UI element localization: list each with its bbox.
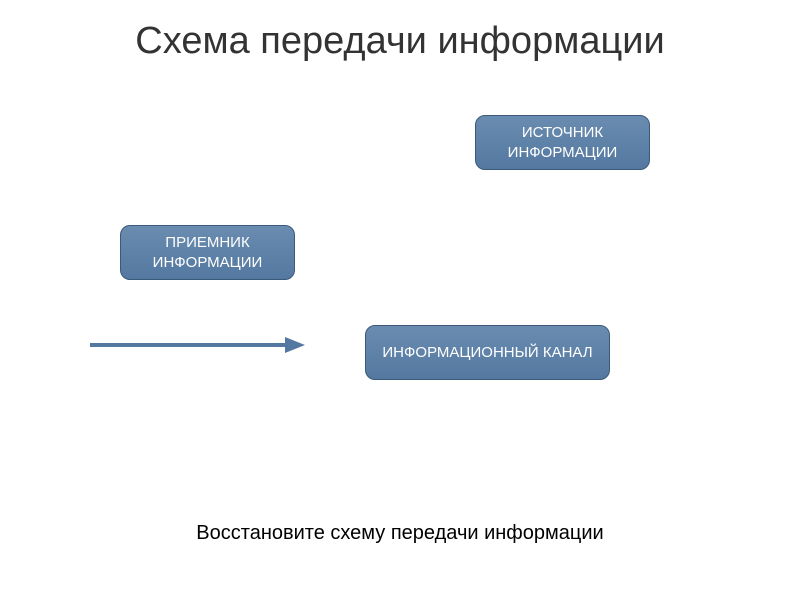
- node-receiver-label: ПРИЕМНИК ИНФОРМАЦИИ: [133, 233, 282, 272]
- node-source-label: ИСТОЧНИК ИНФОРМАЦИИ: [488, 123, 637, 162]
- node-channel: ИНФОРМАЦИОННЫЙ КАНАЛ: [365, 325, 610, 380]
- diagram-footer: Восстановите схему передачи информации: [0, 522, 800, 545]
- node-receiver: ПРИЕМНИК ИНФОРМАЦИИ: [120, 225, 295, 280]
- arrow-head-icon: [285, 337, 305, 353]
- arrow: [90, 335, 310, 355]
- node-channel-label: ИНФОРМАЦИОННЫЙ КАНАЛ: [382, 343, 592, 363]
- arrow-line: [90, 343, 290, 347]
- diagram-title: Схема передачи информации: [0, 20, 800, 63]
- node-source: ИСТОЧНИК ИНФОРМАЦИИ: [475, 115, 650, 170]
